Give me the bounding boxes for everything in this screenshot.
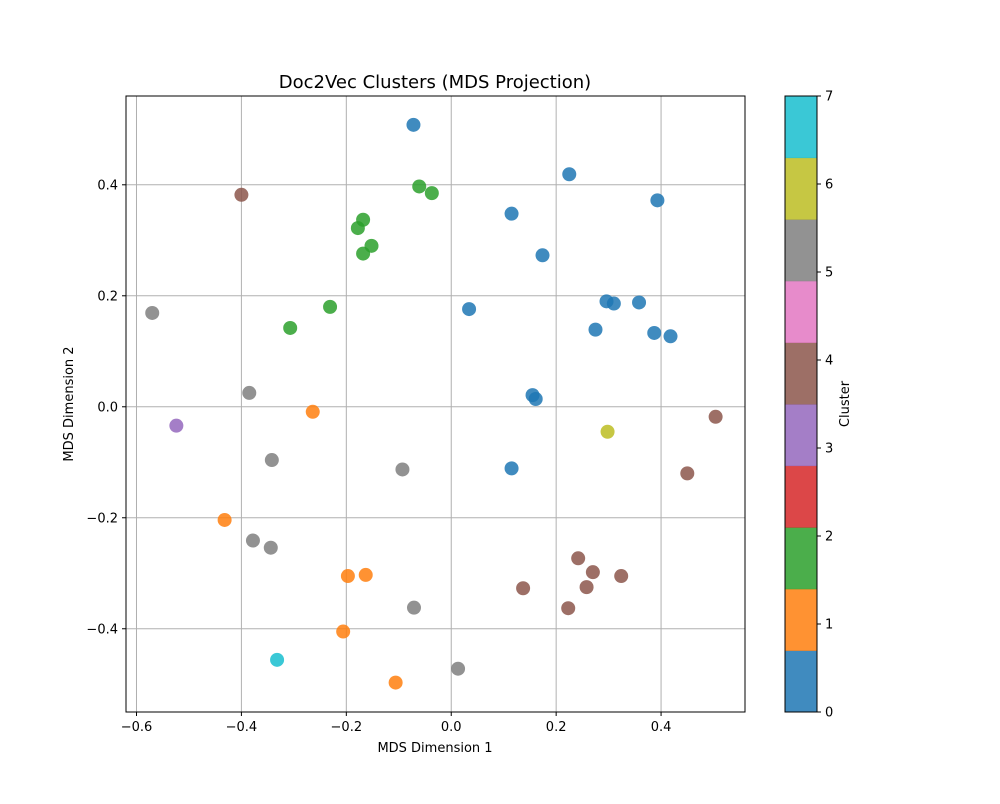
colorbar-segment: [785, 96, 817, 159]
data-point-cluster-4: [680, 466, 695, 481]
colorbar-tick-label: 4: [825, 354, 833, 369]
data-point-cluster-4: [579, 580, 594, 595]
data-point-cluster-0: [528, 392, 543, 407]
data-point-cluster-5: [263, 540, 278, 555]
x-tick-label: −0.6: [121, 720, 153, 735]
colorbar: 0 1 2 3 4 5 6 7: [784, 90, 833, 721]
colorbar-tick-label: 1: [825, 618, 833, 633]
y-tick-label: −0.2: [86, 511, 118, 526]
data-point-cluster-3: [169, 418, 184, 433]
data-point-cluster-4: [571, 551, 586, 566]
data-point-cluster-0: [504, 461, 519, 476]
data-point-cluster-1: [388, 675, 403, 690]
data-point-cluster-4: [561, 601, 576, 616]
colorbar-tick-label: 7: [825, 90, 833, 105]
data-point-cluster-5: [145, 305, 160, 320]
data-point-cluster-0: [650, 193, 665, 208]
x-tick-label: 0.2: [546, 720, 567, 735]
data-point-cluster-1: [358, 567, 373, 582]
colorbar-frame: [784, 95, 818, 713]
data-point-cluster-5: [264, 453, 279, 468]
colorbar-segment: [785, 219, 817, 282]
data-point-cluster-0: [588, 322, 603, 337]
colorbar-tick-label: 0: [825, 706, 833, 721]
data-point-cluster-0: [562, 167, 577, 182]
colorbar-segment: [785, 650, 817, 713]
data-point-cluster-2: [412, 179, 427, 194]
y-tick-label: 0.0: [97, 400, 118, 415]
data-point-cluster-0: [606, 296, 621, 311]
data-point-cluster-5: [406, 600, 421, 615]
data-point-cluster-2: [350, 221, 365, 236]
y-tick-label: 0.4: [97, 178, 118, 193]
x-axis-label: MDS Dimension 1: [377, 741, 492, 756]
x-tick-label: −0.2: [331, 720, 363, 735]
data-point-cluster-6: [600, 424, 615, 439]
data-point-cluster-5: [245, 533, 260, 548]
data-point-cluster-1: [336, 624, 351, 639]
data-point-cluster-0: [504, 206, 519, 221]
data-point-cluster-1: [217, 512, 232, 527]
data-point-cluster-2: [323, 299, 338, 314]
colorbar-tick-label: 2: [825, 530, 833, 545]
y-axis-label: MDS Dimension 2: [62, 346, 77, 461]
y-axis-ticks: −0.4 −0.2 0.0 0.2 0.4: [86, 178, 126, 637]
colorbar-segment: [785, 465, 817, 528]
data-point-cluster-4: [516, 581, 531, 596]
data-point-cluster-0: [663, 329, 678, 344]
x-tick-label: 0.4: [651, 720, 672, 735]
x-tick-label: −0.4: [226, 720, 258, 735]
colorbar-tick-label: 6: [825, 178, 833, 193]
data-point-cluster-4: [234, 187, 249, 202]
y-tick-label: 0.2: [97, 289, 118, 304]
colorbar-segment: [785, 280, 817, 343]
data-point-cluster-5: [242, 385, 257, 400]
chart-title: Doc2Vec Clusters (MDS Projection): [279, 72, 591, 93]
data-point-cluster-5: [451, 661, 466, 676]
data-point-cluster-4: [614, 569, 629, 584]
x-axis-ticks: −0.6 −0.4 −0.2 0.0 0.2 0.4: [121, 712, 672, 735]
plot-frame: [125, 95, 746, 713]
x-tick-label: 0.0: [441, 720, 462, 735]
data-point-cluster-4: [708, 409, 723, 424]
data-point-cluster-0: [406, 117, 421, 132]
colorbar-segment: [785, 157, 817, 220]
data-point-cluster-2: [283, 320, 298, 335]
data-point-cluster-2: [424, 186, 439, 201]
colorbar-label: Cluster: [838, 380, 853, 427]
colorbar-segment: [785, 342, 817, 405]
colorbar-tick-label: 5: [825, 266, 833, 281]
data-point-cluster-7: [270, 652, 285, 667]
data-point-cluster-2: [356, 246, 371, 261]
data-point-cluster-0: [535, 248, 550, 263]
data-point-cluster-0: [462, 302, 477, 317]
colorbar-segment: [785, 404, 817, 467]
colorbar-tick-label: 3: [825, 442, 833, 457]
data-point-cluster-0: [632, 295, 647, 310]
y-tick-label: −0.4: [86, 622, 118, 637]
data-point-cluster-1: [340, 569, 355, 584]
data-point-cluster-4: [585, 565, 600, 580]
data-point-cluster-1: [305, 404, 320, 419]
colorbar-segment: [785, 527, 817, 590]
data-points: [145, 117, 723, 690]
data-point-cluster-5: [395, 462, 410, 477]
colorbar-segment: [785, 588, 817, 651]
data-point-cluster-0: [647, 325, 662, 340]
